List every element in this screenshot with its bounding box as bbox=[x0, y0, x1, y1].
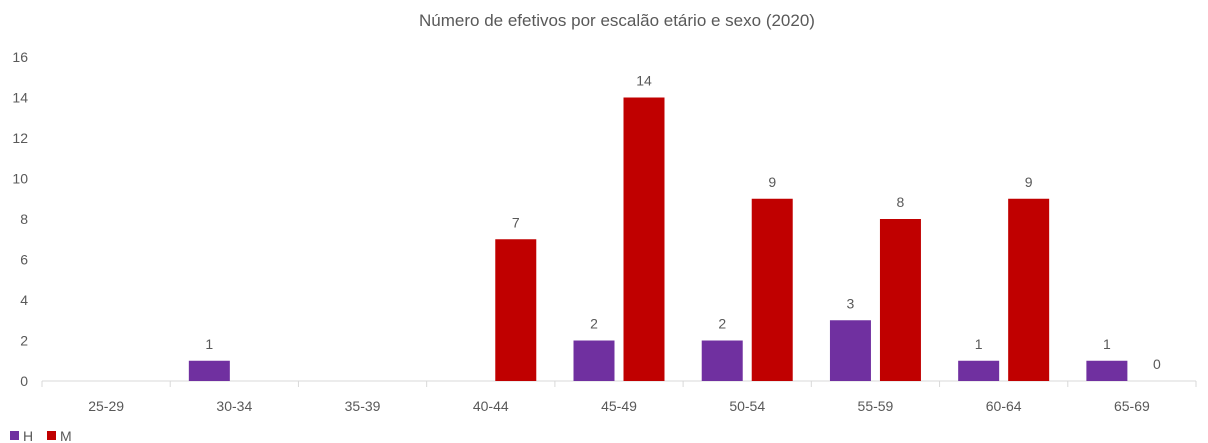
y-tick-label: 12 bbox=[12, 130, 28, 146]
chart-title: Número de efetivos por escalão etário e … bbox=[419, 11, 815, 30]
bar-h-45-49 bbox=[573, 340, 615, 381]
legend-swatch-h bbox=[10, 431, 19, 440]
data-label: 8 bbox=[897, 194, 905, 210]
y-tick-label: 4 bbox=[20, 292, 28, 308]
legend-label-h: H bbox=[23, 428, 33, 443]
data-label: 1 bbox=[975, 336, 983, 352]
data-label: 2 bbox=[718, 316, 726, 332]
data-label: 1 bbox=[205, 336, 213, 352]
y-tick-label: 8 bbox=[20, 211, 28, 227]
y-tick-label: 2 bbox=[20, 333, 28, 349]
x-tick-label: 45-49 bbox=[601, 398, 637, 414]
x-tick-label: 35-39 bbox=[345, 398, 381, 414]
data-label: 14 bbox=[636, 73, 652, 89]
bars bbox=[188, 97, 1128, 381]
x-tick-label: 40-44 bbox=[473, 398, 509, 414]
bar-h-55-59 bbox=[829, 320, 871, 381]
data-label: 3 bbox=[847, 295, 855, 311]
data-label: 7 bbox=[512, 214, 520, 230]
data-label: 9 bbox=[768, 174, 776, 190]
bar-h-65-69 bbox=[1086, 360, 1128, 381]
x-tick-label: 30-34 bbox=[216, 398, 252, 414]
bar-m-55-59 bbox=[879, 219, 921, 381]
y-tick-label: 16 bbox=[12, 49, 28, 65]
legend-label-m: M bbox=[60, 428, 72, 443]
x-tick-label: 65-69 bbox=[1114, 398, 1150, 414]
x-tick-label: 25-29 bbox=[88, 398, 124, 414]
bar-m-50-54 bbox=[751, 198, 793, 381]
data-label: 1 bbox=[1103, 336, 1111, 352]
y-tick-label: 10 bbox=[12, 171, 28, 187]
y-axis: 0 2 4 6 8 10 12 14 16 bbox=[12, 49, 28, 389]
data-label: 9 bbox=[1025, 174, 1033, 190]
y-tick-label: 6 bbox=[20, 252, 28, 268]
bar-h-30-34 bbox=[188, 360, 230, 381]
bar-h-60-64 bbox=[958, 360, 1000, 381]
x-axis: 25-29 30-34 35-39 40-44 45-49 50-54 55-59 60-64… bbox=[41, 380, 1197, 414]
x-tick-label: 50-54 bbox=[729, 398, 765, 414]
x-tick-label: 60-64 bbox=[986, 398, 1022, 414]
bar-h-50-54 bbox=[701, 340, 743, 381]
bar-m-40-44 bbox=[495, 239, 537, 381]
x-tick-label: 55-59 bbox=[858, 398, 894, 414]
bar-m-45-49 bbox=[623, 97, 665, 381]
data-label: 0 bbox=[1153, 356, 1161, 372]
legend-swatch-m bbox=[47, 431, 56, 440]
data-labels: 1 2 2 3 1 1 7 14 9 8 9 0 bbox=[205, 73, 1161, 373]
bar-m-60-64 bbox=[1008, 198, 1050, 381]
data-label: 2 bbox=[590, 316, 598, 332]
y-tick-label: 0 bbox=[20, 373, 28, 389]
y-tick-label: 14 bbox=[12, 90, 28, 106]
